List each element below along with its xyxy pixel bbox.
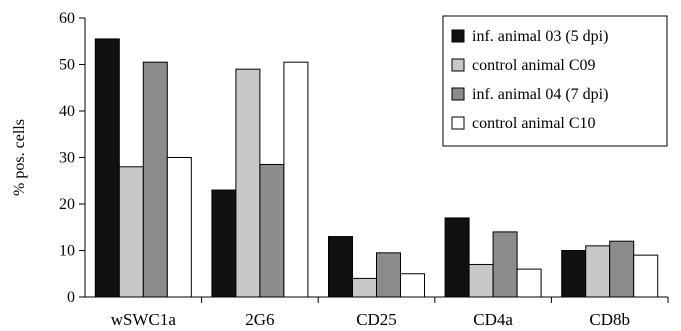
bar-2g6-series-3 xyxy=(259,163,285,298)
x-tick-label: wSWC1a xyxy=(111,310,177,329)
y-tick-label: 30 xyxy=(59,150,75,167)
y-tick-label: 0 xyxy=(67,289,75,306)
bar-cd8b-series-2 xyxy=(585,245,611,298)
legend-entry: control animal C09 xyxy=(472,57,596,74)
legend-entry: inf. animal 04 (7 dpi) xyxy=(472,86,608,103)
legend: inf. animal 03 (5 dpi) control animal C09… xyxy=(442,15,668,147)
y-tick-label: 60 xyxy=(59,10,75,27)
y-tick-label: 20 xyxy=(59,196,75,213)
x-tick-label: CD8b xyxy=(589,310,630,329)
legend-entry: inf. animal 03 (5 dpi) xyxy=(472,28,608,45)
x-tick-label: 2G6 xyxy=(245,310,274,329)
legend-swatch xyxy=(451,58,465,72)
x-tick-label: CD4a xyxy=(473,310,513,329)
bar-wswc1a-series-1 xyxy=(94,38,120,298)
bar-cd25-series-3 xyxy=(376,252,401,298)
bar-cd25-series-2 xyxy=(352,277,377,298)
bar-2g6-series-2 xyxy=(235,68,261,298)
x-axis-ticks: wSWC1a 2G6 CD25 CD4a CD8b xyxy=(111,297,669,329)
y-axis-title: % pos. cells xyxy=(11,119,28,196)
bar-cd4a-series-4 xyxy=(516,268,542,298)
bar-cd25-series-4 xyxy=(400,273,425,298)
bar-cd8b-series-1 xyxy=(561,250,587,298)
y-axis-ticks: 0 10 20 30 40 50 60 xyxy=(59,10,85,306)
legend-swatch xyxy=(451,87,465,101)
bar-wswc1a-series-2 xyxy=(118,166,144,298)
legend-box xyxy=(442,15,668,147)
bar-cd4a-series-2 xyxy=(468,263,494,298)
bar-2g6-series-1 xyxy=(211,189,237,298)
y-tick-label: 50 xyxy=(59,57,75,74)
bar-wswc1a-series-4 xyxy=(166,157,192,298)
bar-2g6-series-4 xyxy=(283,61,309,298)
legend-swatch xyxy=(451,29,465,43)
bar-cd25-series-1 xyxy=(328,236,353,298)
y-tick-label: 40 xyxy=(59,103,75,120)
bar-cd8b-series-4 xyxy=(633,254,659,298)
y-tick-label: 10 xyxy=(59,243,75,260)
legend-entry: control animal C10 xyxy=(472,115,596,132)
x-tick-label: CD25 xyxy=(356,310,397,329)
bar-wswc1a-series-3 xyxy=(142,61,168,298)
bars xyxy=(94,38,659,298)
legend-swatch xyxy=(451,116,465,130)
bar-cd4a-series-3 xyxy=(492,231,518,298)
bar-cd8b-series-3 xyxy=(609,240,635,298)
bar-cd4a-series-1 xyxy=(444,217,470,298)
